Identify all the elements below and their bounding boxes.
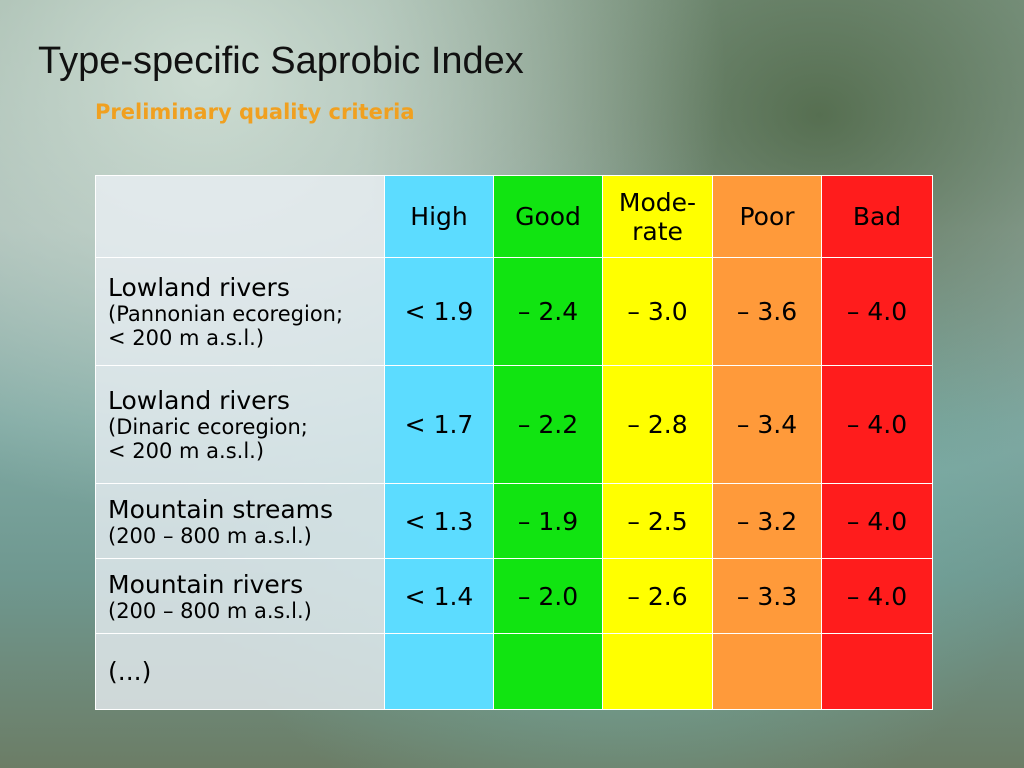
header-text: Poor [739, 202, 795, 231]
row-detail: < 200 m a.s.l.) [108, 326, 265, 350]
title: Type-specific Saprobic Index [38, 40, 524, 82]
value-cell: – 3.6 [712, 257, 822, 366]
value-cell: < 1.9 [384, 257, 494, 366]
header-text: Mode- [618, 187, 697, 217]
value-cell [821, 633, 933, 710]
row-detail: (Pannonian ecoregion; [108, 302, 344, 326]
value-cell: – 2.0 [493, 558, 603, 634]
value-cell: – 4.0 [821, 483, 933, 559]
row-name: Mountain streams [108, 494, 334, 524]
header-text: High [410, 202, 468, 231]
row-detail: (200 – 800 m a.s.l.) [108, 523, 312, 548]
criteria-table: High Good Mode-rate Poor Bad Lowland rivers (P… [95, 175, 933, 710]
row-name: Lowland rivers [108, 386, 290, 415]
table-row: Mountain rivers (200 – 800 m a.s.l.) < 1.4… [95, 558, 933, 634]
row-name: (...) [108, 657, 152, 686]
row-label: (...) [95, 633, 385, 710]
value-cell: < 1.4 [384, 558, 494, 634]
value-cell: – 2.5 [602, 483, 713, 559]
value-cell: – 3.0 [602, 257, 713, 366]
value-cell: – 3.2 [712, 483, 822, 559]
value-cell [493, 633, 603, 710]
table-row: Lowland rivers (Pannonian ecoregion; < 200… [95, 257, 933, 366]
value-cell [602, 633, 713, 710]
column-header: Good [493, 175, 603, 258]
value-cell: < 1.7 [384, 365, 494, 484]
value-cell: – 4.0 [821, 365, 933, 484]
value-cell [384, 633, 494, 710]
row-label: Mountain rivers (200 – 800 m a.s.l.) [95, 558, 385, 634]
subtitle: Preliminary quality criteria [95, 100, 415, 124]
row-label: Lowland rivers (Dinaric ecoregion; < 200 m… [95, 365, 385, 484]
header-row: High Good Mode-rate Poor Bad [95, 175, 933, 258]
column-header: Mode-rate [602, 175, 713, 258]
corner-cell [95, 175, 385, 258]
column-header: High [384, 175, 494, 258]
value-cell [712, 633, 822, 710]
row-name: Mountain rivers [108, 569, 304, 599]
value-cell: – 2.2 [493, 365, 603, 484]
table-row: Lowland rivers (Dinaric ecoregion; < 200 m… [95, 365, 933, 484]
header-text: rate [632, 216, 683, 246]
value-cell: – 4.0 [821, 257, 933, 366]
row-name: Lowland rivers [108, 273, 290, 302]
header-text: Bad [852, 202, 902, 231]
column-header: Bad [821, 175, 933, 258]
value-cell: – 1.9 [493, 483, 603, 559]
column-header: Poor [712, 175, 822, 258]
row-detail: (200 – 800 m a.s.l.) [108, 598, 312, 623]
row-label: Lowland rivers (Pannonian ecoregion; < 200… [95, 257, 385, 366]
value-cell: – 4.0 [821, 558, 933, 634]
row-detail: (Dinaric ecoregion; [108, 415, 308, 439]
value-cell: – 2.6 [602, 558, 713, 634]
value-cell: – 2.4 [493, 257, 603, 366]
value-cell: – 3.4 [712, 365, 822, 484]
table-row: Mountain streams (200 – 800 m a.s.l.) < 1.… [95, 483, 933, 559]
value-cell: – 3.3 [712, 558, 822, 634]
row-label: Mountain streams (200 – 800 m a.s.l.) [95, 483, 385, 559]
value-cell: < 1.3 [384, 483, 494, 559]
table-row: (...) [95, 633, 933, 710]
row-detail: < 200 m a.s.l.) [108, 439, 265, 463]
value-cell: – 2.8 [602, 365, 713, 484]
header-text: Good [515, 202, 581, 231]
